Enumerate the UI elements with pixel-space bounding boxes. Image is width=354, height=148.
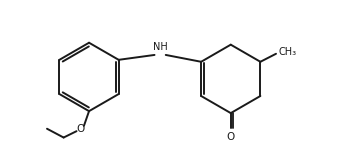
Text: O: O bbox=[227, 132, 235, 142]
Text: O: O bbox=[76, 124, 84, 134]
Text: NH: NH bbox=[153, 42, 167, 52]
Text: CH₃: CH₃ bbox=[279, 47, 297, 57]
